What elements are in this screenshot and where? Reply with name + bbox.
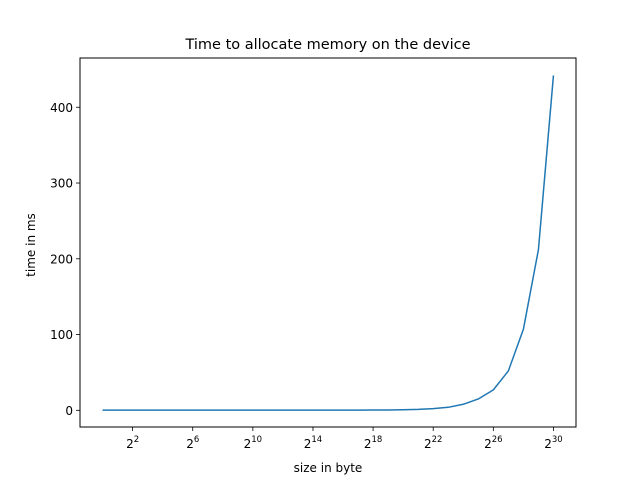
x-tick-exponent: 10 xyxy=(251,435,262,445)
y-tick-label: 200 xyxy=(50,252,73,266)
x-tick-base: 2 xyxy=(484,437,492,451)
x-tick-exponent: 22 xyxy=(432,435,443,445)
x-tick-base: 2 xyxy=(364,437,372,451)
plot-area xyxy=(102,75,555,411)
x-tick-exponent: 14 xyxy=(311,435,322,445)
x-axis-label: size in byte xyxy=(294,461,363,475)
x-tick-base: 2 xyxy=(304,437,312,451)
x-tick-label: 22 xyxy=(126,435,139,451)
y-tick-label: 0 xyxy=(65,404,73,418)
x-tick-base: 2 xyxy=(126,437,134,451)
y-tick-label: 400 xyxy=(50,101,73,115)
y-tick-label: 100 xyxy=(50,328,73,342)
series-line-0 xyxy=(102,75,555,411)
axes-frame xyxy=(79,57,577,428)
x-tick-label: 210 xyxy=(244,435,262,451)
x-axis-ticks: 22 26 210 214 218 222 226 230 xyxy=(126,427,563,451)
x-tick-base: 2 xyxy=(244,437,252,451)
chart-title: Time to allocate memory on the device xyxy=(184,37,470,53)
x-tick-label: 26 xyxy=(186,435,199,451)
x-tick-exponent: 6 xyxy=(194,435,199,445)
x-tick-base: 2 xyxy=(186,437,194,451)
x-tick-label: 230 xyxy=(544,435,562,451)
x-tick-exponent: 26 xyxy=(492,435,503,445)
x-tick-label: 218 xyxy=(364,435,382,451)
x-tick-base: 2 xyxy=(424,437,432,451)
x-tick-label: 214 xyxy=(304,435,322,451)
y-tick-label: 300 xyxy=(50,177,73,191)
x-tick-label: 226 xyxy=(484,435,502,451)
x-tick-base: 2 xyxy=(544,437,552,451)
x-tick-exponent: 2 xyxy=(134,435,139,445)
y-axis-label: time in ms xyxy=(24,213,38,277)
x-tick-exponent: 30 xyxy=(552,435,563,445)
y-axis-ticks: 0 100 200 300 400 xyxy=(50,101,80,418)
x-tick-exponent: 18 xyxy=(372,435,383,445)
x-tick-label: 222 xyxy=(424,435,442,451)
